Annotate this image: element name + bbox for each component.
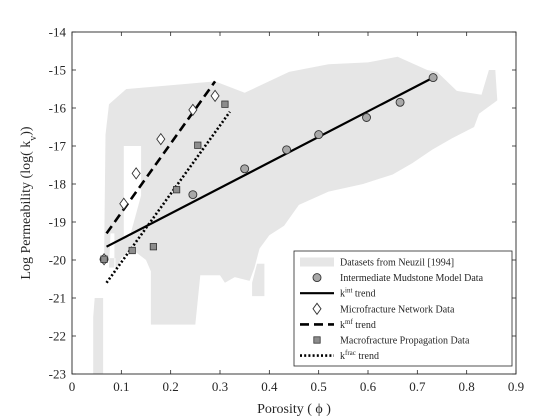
- square-point: [172, 186, 181, 194]
- legend-entry-label: Datasets from Neuzil [1994]: [340, 258, 454, 269]
- legend-entry-label: Intermediate Mudstone Model Data: [340, 273, 484, 284]
- diamond-point: [131, 167, 141, 180]
- square-point: [149, 243, 157, 251]
- y-tick-label: -23: [49, 367, 66, 382]
- y-axis-title: Log Permeability (log( kv)): [19, 126, 39, 279]
- x-tick-label: 0.7: [409, 379, 426, 394]
- axes-box: [71, 31, 517, 375]
- diamond-point: [119, 197, 129, 211]
- legend-diamond-swatch: [312, 302, 322, 316]
- y-title-sub: v: [28, 136, 39, 141]
- neuzil-data-region: [93, 56, 498, 374]
- x-tick-label: 0.4: [261, 379, 278, 394]
- axes-layer: 0 0.1 0.2 0.3 0.4 0.5 0.6 0.7 0.8 0.9 -23 -22 -21 -20…: [49, 25, 524, 395]
- y-tick-label: -17: [49, 139, 67, 154]
- y-tick-label: -19: [49, 215, 66, 230]
- trend-line-frac: [105, 111, 231, 284]
- square-point: [128, 246, 136, 255]
- y-tick-label: -22: [49, 329, 66, 344]
- square-point: [100, 255, 108, 263]
- y-title-end: )): [19, 126, 34, 136]
- x-tick-label: 0.8: [459, 379, 475, 394]
- legend-square-swatch: [313, 336, 321, 344]
- x-tick-label: 0.1: [113, 379, 129, 394]
- y-tick-label: -20: [49, 253, 66, 268]
- legend: Datasets from Neuzil [1994] Intermediate …: [293, 250, 513, 367]
- circle-point: [314, 130, 324, 140]
- legend-circle-swatch: [312, 273, 322, 283]
- x-tick-label: 0.6: [360, 379, 377, 394]
- legend-box: [293, 250, 513, 367]
- diamond-point: [156, 132, 166, 146]
- circle-point: [395, 97, 405, 107]
- y-tick-label: -16: [49, 101, 67, 116]
- y-tick-label: -14: [49, 25, 67, 40]
- legend-entry-label: Microfracture Network Data: [340, 304, 455, 315]
- legend-entry-label: kfrac trend: [340, 349, 379, 362]
- x-tick-label: 0.9: [508, 379, 524, 394]
- y-title-main: Log Permeability (log( k: [19, 141, 34, 280]
- x-tick-label: 0.5: [311, 379, 327, 394]
- circle-point: [428, 73, 438, 83]
- y-tick-label: -15: [49, 63, 66, 78]
- square-point: [194, 141, 202, 149]
- legend-entry-label: kmf trend: [340, 318, 376, 331]
- x-axis-title: Porosity ( ϕ ): [257, 402, 331, 417]
- x-tick-label: 0: [69, 379, 76, 394]
- x-tick-label: 0.2: [163, 379, 179, 394]
- marker-layer: [99, 73, 438, 266]
- data-region-layer: [93, 56, 498, 374]
- trend-line-int: [106, 76, 434, 248]
- legend-entry-label: kint trend: [340, 287, 375, 300]
- square-point: [221, 100, 229, 108]
- y-tick-label: -18: [49, 177, 66, 192]
- legend-region-swatch: [300, 257, 334, 267]
- circle-point: [282, 145, 292, 155]
- circle-point: [240, 164, 250, 174]
- diamond-point: [210, 89, 220, 103]
- x-tick-label: 0.3: [212, 379, 228, 394]
- diamond-point: [188, 103, 198, 117]
- circle-point: [362, 113, 371, 122]
- circle-point: [188, 190, 198, 200]
- y-tick-label: -21: [49, 291, 66, 306]
- legend-entry-label: Macrofracture Propagation Data: [340, 336, 470, 347]
